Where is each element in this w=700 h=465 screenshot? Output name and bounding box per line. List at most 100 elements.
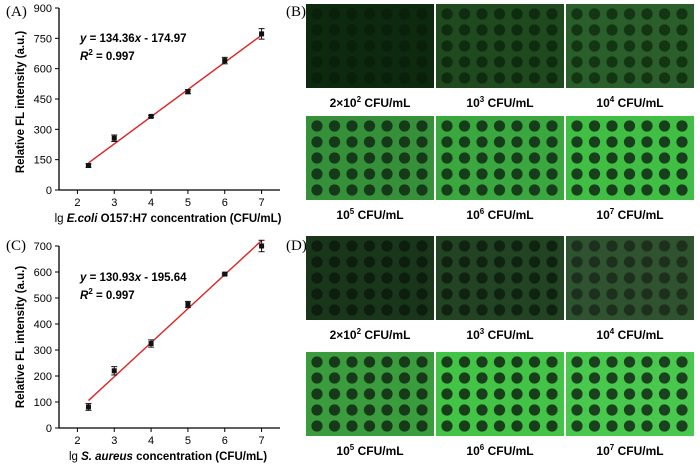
well-dot — [511, 8, 523, 20]
x-tick-label-c: 5 — [185, 435, 191, 447]
well-dot — [476, 8, 488, 20]
well-dot — [476, 404, 488, 416]
well-dot — [676, 56, 688, 68]
well-dot — [623, 288, 636, 300]
well-dot — [346, 356, 358, 368]
well-dot — [363, 272, 376, 284]
well-dot — [441, 152, 453, 164]
x-tick-label-c: 3 — [111, 435, 117, 447]
well-dot — [328, 240, 341, 252]
well-dot — [398, 152, 411, 164]
caption-exponent: 4 — [610, 327, 615, 336]
well-dot — [511, 120, 523, 132]
well-dot — [346, 372, 358, 384]
well-dot — [606, 56, 618, 68]
x-tick-label-a: 5 — [185, 197, 191, 209]
well-dot — [458, 120, 471, 132]
well-dot — [458, 256, 471, 268]
well-dot — [676, 240, 688, 252]
well-dot — [328, 120, 341, 132]
well-dot — [476, 240, 488, 252]
y-tick-label-c: 500 — [34, 293, 52, 305]
well-dot — [381, 120, 393, 132]
well-dot — [346, 288, 358, 300]
well-dot — [476, 24, 488, 36]
well-dot — [623, 184, 636, 196]
well-dot — [458, 40, 471, 52]
fluorescence-image-d: 105 CFU/mL — [306, 352, 434, 458]
well-dot — [416, 72, 428, 84]
caption-unit: CFU/mL — [484, 444, 533, 458]
well-dot — [658, 184, 671, 196]
well-dot — [511, 420, 523, 432]
well-dot — [416, 168, 428, 180]
y-axis-title-c: Relative FL intensity (a.u.) — [15, 266, 27, 408]
well-dot — [476, 288, 488, 300]
well-dot — [606, 72, 618, 84]
well-dot — [588, 256, 601, 268]
well-dot — [493, 120, 506, 132]
well-dot — [416, 184, 428, 196]
caption-exponent: 3 — [480, 327, 485, 336]
fluorescence-image-d: 104 CFU/mL — [566, 236, 694, 342]
well-dot — [641, 256, 653, 268]
well-dot — [641, 56, 653, 68]
r2-c-sup: 2 — [88, 287, 93, 296]
well-dot — [381, 152, 393, 164]
caption-exponent: 2 — [357, 95, 362, 104]
well-dot — [346, 256, 358, 268]
well-dot — [476, 184, 488, 196]
well-dot — [398, 404, 411, 416]
well-dot — [476, 420, 488, 432]
well-dot — [328, 304, 341, 316]
panel-label-a: (A) — [6, 4, 27, 20]
well-dot — [398, 24, 411, 36]
well-dot — [311, 372, 323, 384]
equation-c: y = 130.93x - 195.64 — [79, 272, 187, 284]
well-dot — [311, 420, 323, 432]
well-dot — [493, 184, 506, 196]
well-dot — [381, 272, 393, 284]
well-dot — [476, 40, 488, 52]
well-dot — [416, 120, 428, 132]
well-dot — [546, 40, 558, 52]
well-dot — [346, 404, 358, 416]
equation-c-lhs: y — [79, 272, 87, 284]
image-caption-d: 106 CFU/mL — [466, 443, 533, 458]
well-dot — [363, 120, 376, 132]
well-dot — [381, 184, 393, 196]
x-axis-title-c-species: S. aureus — [81, 451, 133, 463]
well-dot — [623, 120, 636, 132]
well-dot — [641, 304, 653, 316]
well-dot — [346, 120, 358, 132]
well-dot — [571, 40, 583, 52]
well-dot — [571, 8, 583, 20]
fluorescence-image-b: 2×102 CFU/mL — [306, 4, 434, 110]
y-tick-label-c: 600 — [34, 267, 52, 279]
caption-exponent: 7 — [610, 443, 615, 452]
well-dot — [381, 420, 393, 432]
well-dot — [311, 304, 323, 316]
well-dot — [528, 8, 541, 20]
well-dot — [511, 56, 523, 68]
well-dot — [493, 388, 506, 400]
well-dot — [546, 372, 558, 384]
well-dot — [546, 404, 558, 416]
well-dot — [493, 136, 506, 148]
r2-a-sup: 2 — [88, 48, 93, 57]
well-dot — [588, 24, 601, 36]
well-dot — [381, 404, 393, 416]
r2-c: R2 = 0.997 — [80, 287, 135, 302]
well-dot — [311, 388, 323, 400]
well-dot — [363, 288, 376, 300]
well-dot — [416, 240, 428, 252]
caption-unit: CFU/mL — [484, 328, 533, 342]
well-dot — [476, 388, 488, 400]
image-panel-d: (D) 2×102 CFU/mL 103 CFU/mL 104 CFU/mL105 … — [286, 236, 694, 458]
well-dot — [328, 272, 341, 284]
well-dot — [546, 168, 558, 180]
well-dot — [546, 8, 558, 20]
well-dot — [328, 184, 341, 196]
well-dot — [346, 240, 358, 252]
well-dot — [476, 56, 488, 68]
